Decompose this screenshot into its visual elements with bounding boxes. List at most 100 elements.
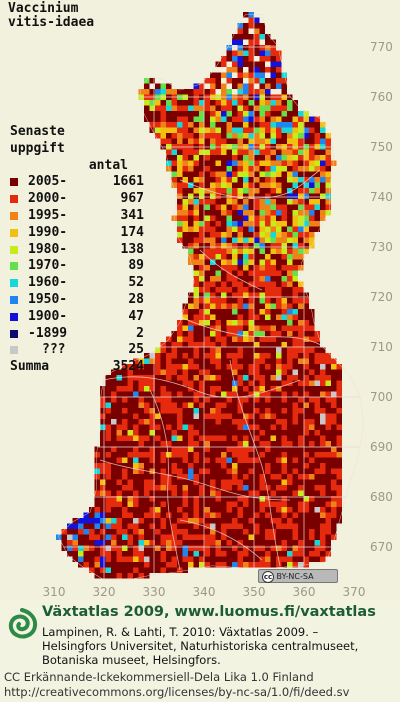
map-cell [287, 149, 293, 155]
map-cell [204, 309, 210, 315]
map-cell [265, 237, 271, 243]
map-cell [325, 133, 331, 139]
map-cell [232, 474, 238, 480]
map-cell [226, 149, 232, 155]
map-cell [237, 78, 243, 84]
map-cell [232, 122, 238, 128]
legend-count: 28 [128, 291, 144, 307]
map-cell [215, 221, 221, 227]
map-cell [292, 485, 298, 491]
map-cell [188, 149, 194, 155]
map-cell [320, 133, 326, 139]
map-cell [177, 177, 183, 183]
map-cell [204, 380, 210, 386]
map-cell [133, 402, 139, 408]
map-cell [177, 430, 183, 436]
map-cell [298, 265, 304, 271]
map-cell [265, 441, 271, 447]
map-cell [331, 391, 337, 397]
map-cell [336, 430, 342, 436]
map-cell [287, 259, 293, 265]
map-cell [166, 397, 172, 403]
map-cell [149, 122, 155, 128]
map-cell [276, 523, 282, 529]
map-cell [325, 452, 331, 458]
map-cell [226, 78, 232, 84]
map-cell [100, 424, 106, 430]
map-cell [287, 210, 293, 216]
map-cell [314, 529, 320, 535]
map-cell [336, 457, 342, 463]
map-cell [215, 133, 221, 139]
map-cell [94, 545, 100, 551]
map-cell [199, 463, 205, 469]
map-cell [177, 490, 183, 496]
map-cell [160, 397, 166, 403]
map-cell [259, 347, 265, 353]
map-cell [149, 380, 155, 386]
map-cell [276, 149, 282, 155]
map-cell [160, 496, 166, 502]
map-cell [243, 188, 249, 194]
map-cell [188, 353, 194, 359]
map-cell [298, 281, 304, 287]
map-cell [188, 111, 194, 117]
map-cell [210, 518, 216, 524]
map-cell [292, 534, 298, 540]
map-cell [237, 232, 243, 238]
map-cell [61, 529, 67, 535]
map-cell [199, 496, 205, 502]
map-cell [331, 501, 337, 507]
map-cell [248, 320, 254, 326]
distribution-map: 770 760 750 740 730 720 710 700 690 680 670 310 320… [8, 1, 393, 599]
map-cell [270, 100, 276, 106]
map-cell [83, 551, 89, 557]
map-cell [100, 397, 106, 403]
y-tick-label: 690 [370, 440, 393, 454]
map-cell [155, 507, 161, 513]
map-cell [149, 463, 155, 469]
map-cell [171, 512, 177, 518]
map-cell [254, 265, 260, 271]
map-cell [276, 325, 282, 331]
map-cell [204, 232, 210, 238]
map-cell [232, 210, 238, 216]
map-cell [243, 452, 249, 458]
map-cell [292, 105, 298, 111]
map-cell [204, 347, 210, 353]
map-cell [89, 507, 95, 513]
map-cell [193, 133, 199, 139]
map-cell [210, 287, 216, 293]
map-cell [292, 303, 298, 309]
map-cell [232, 177, 238, 183]
map-cell [314, 408, 320, 414]
map-cell [188, 358, 194, 364]
map-cell [182, 215, 188, 221]
map-cell [221, 210, 227, 216]
map-cell [221, 100, 227, 106]
map-cell [265, 457, 271, 463]
map-cell [105, 479, 111, 485]
map-cell [182, 100, 188, 106]
map-cell [177, 331, 183, 337]
map-cell [336, 468, 342, 474]
map-cell [94, 534, 100, 540]
map-cell [248, 468, 254, 474]
map-cell [243, 281, 249, 287]
map-cell [199, 100, 205, 106]
map-cell [177, 199, 183, 205]
map-cell [127, 567, 133, 573]
map-cell [292, 391, 298, 397]
map-cell [204, 171, 210, 177]
map-cell [276, 501, 282, 507]
map-cell [254, 127, 260, 133]
legend-swatch [10, 195, 18, 204]
map-cell [276, 254, 282, 260]
map-cell [133, 556, 139, 562]
map-cell [265, 155, 271, 161]
map-cell [237, 138, 243, 144]
map-cell [325, 204, 331, 210]
map-cell [281, 474, 287, 480]
map-cell [105, 490, 111, 496]
map-cell [254, 259, 260, 265]
